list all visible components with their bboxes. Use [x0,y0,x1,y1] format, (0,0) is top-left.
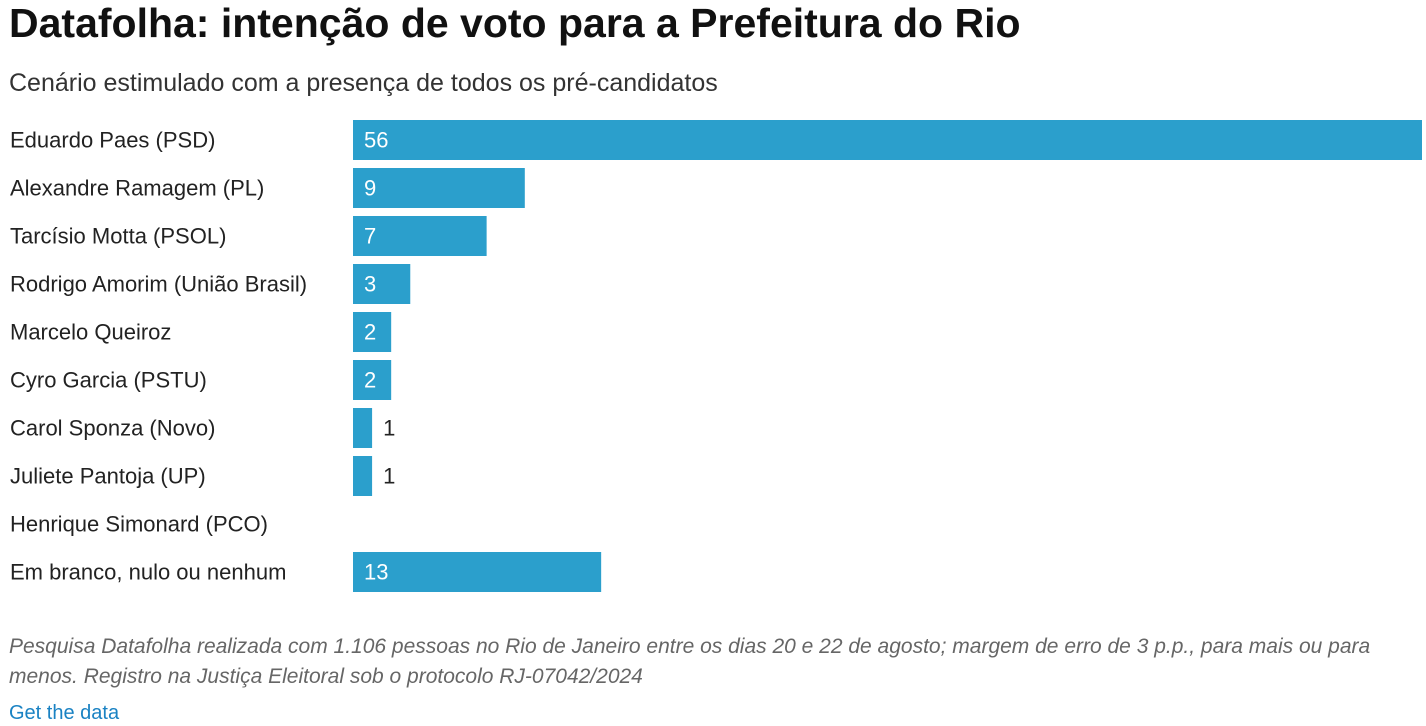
bar-chart-svg: Eduardo Paes (PSD) 56 Alexandre Ramagem (P… [10,120,1422,592]
value-label: 1 [383,464,395,489]
get-the-data-link[interactable]: Get the data [9,702,120,724]
bar [353,408,373,448]
bar [353,168,525,208]
category-label: Carol Sponza (Novo) [10,416,215,441]
category-label: Juliete Pantoja (UP) [10,464,206,489]
category-label: Henrique Simonard (PCO) [10,512,268,537]
bar [353,552,602,592]
value-label: 13 [364,560,388,585]
chart-subtitle: Cenário estimulado com a presença de tod… [9,69,718,97]
value-label: 56 [364,128,388,153]
category-label: Eduardo Paes (PSD) [10,128,215,153]
bar [353,264,411,304]
bar [353,312,392,352]
value-label: 7 [364,224,376,249]
category-label: Cyro Garcia (PSTU) [10,368,207,393]
source-note: Pesquisa Datafolha realizada com 1.106 p… [9,635,1371,688]
value-label: 2 [364,368,376,393]
value-label: 1 [383,416,395,441]
value-label: 3 [364,272,376,297]
category-label: Tarcísio Motta (PSOL) [10,224,226,249]
bar [353,216,487,256]
chart-title: Datafolha: intenção de voto para a Prefe… [9,0,1021,46]
bar [353,360,392,400]
value-label: 9 [364,176,376,201]
value-label: 2 [364,320,376,345]
bar-chart: Eduardo Paes (PSD) 56 Alexandre Ramagem (P… [0,110,1426,610]
category-label: Marcelo Queiroz [10,320,171,345]
category-label: Alexandre Ramagem (PL) [10,176,264,201]
category-label: Em branco, nulo ou nenhum [10,560,286,585]
bar [353,120,1422,160]
bar [353,456,373,496]
category-label: Rodrigo Amorim (União Brasil) [10,272,307,297]
